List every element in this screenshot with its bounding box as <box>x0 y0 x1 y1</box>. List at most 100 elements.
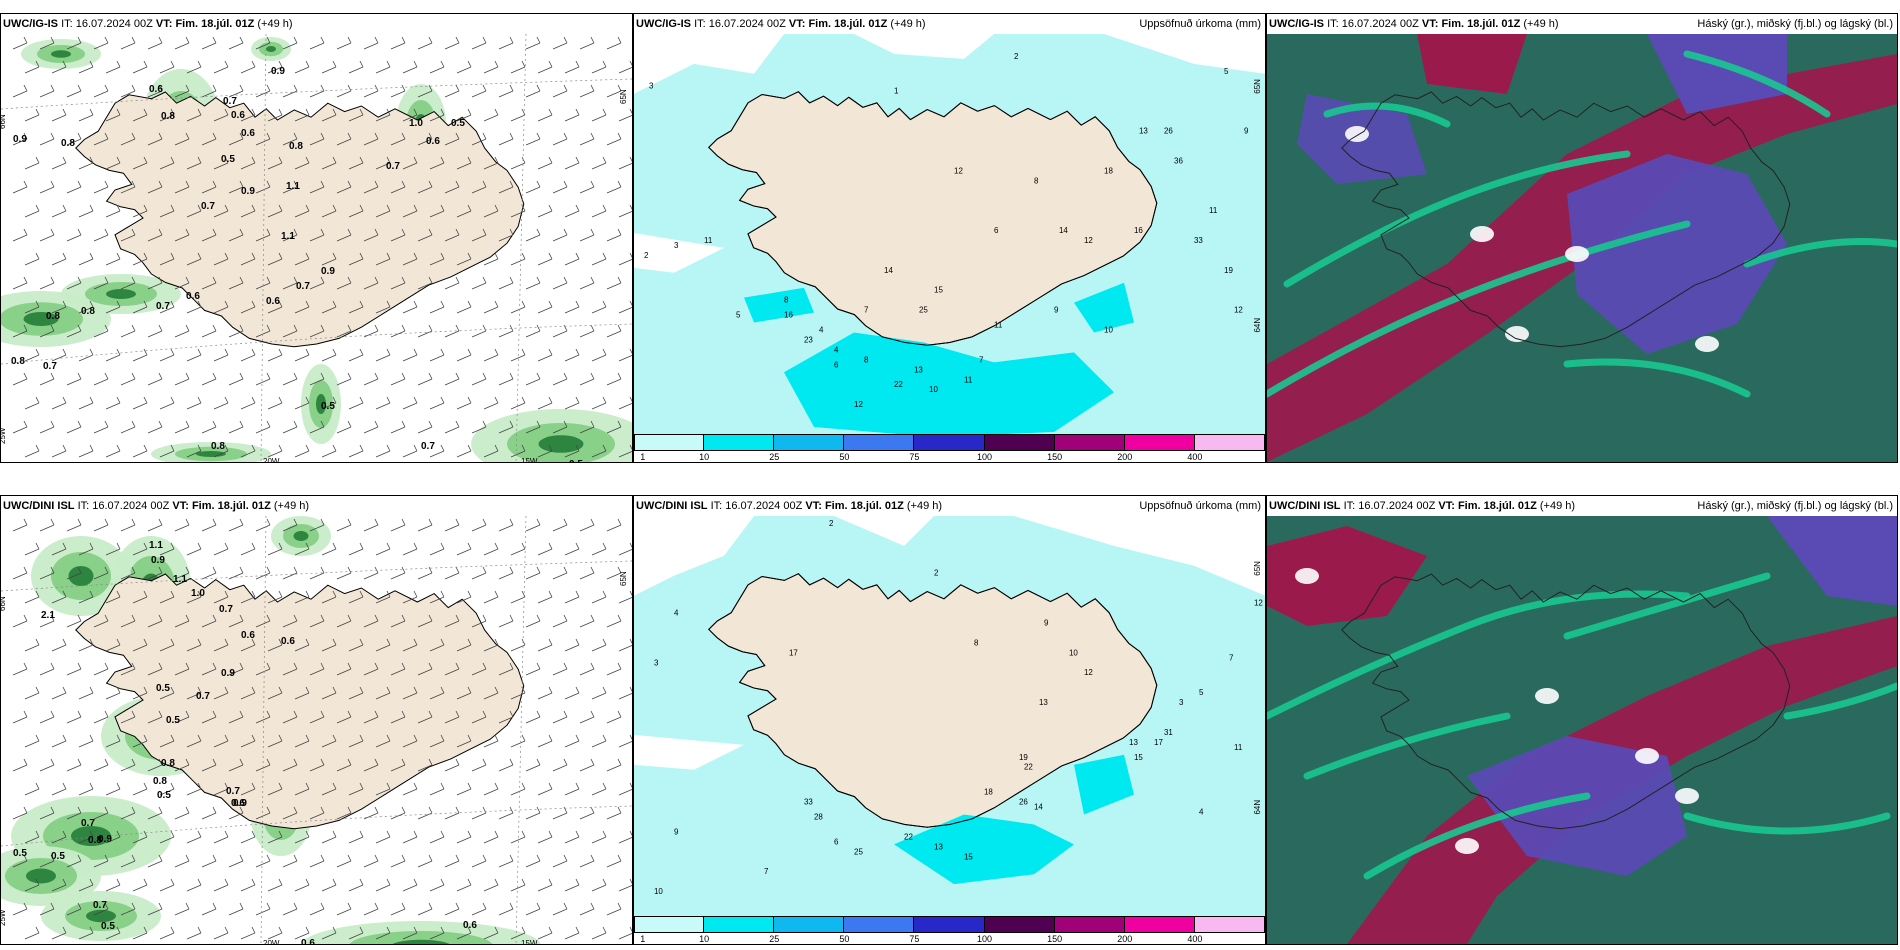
graticule-label: 15W <box>521 457 538 462</box>
accum-value: 17 <box>789 648 798 657</box>
colorbar-tick: 10 <box>699 934 710 944</box>
accum-value: 13 <box>1039 698 1048 707</box>
precip-value: 0.8 <box>46 311 60 322</box>
model-label: UWC/IG-IS <box>3 18 58 30</box>
accum-value: 7 <box>1229 653 1234 662</box>
it-label: IT: <box>710 500 723 512</box>
lead-time: (+49 h) <box>1539 500 1576 512</box>
accum-value: 3 <box>649 82 654 91</box>
vt-value: Fim. 18.júl. 01Z <box>1457 500 1537 512</box>
lead-time: (+49 h) <box>906 500 943 512</box>
model-label: UWC/DINI ISL <box>3 500 75 512</box>
vt-value: Fim. 18.júl. 01Z <box>824 500 904 512</box>
precip-value: 0.8 <box>161 758 175 769</box>
panel-header: UWC/DINI ISL IT: 16.07.2024 00Z VT: Fim.… <box>634 496 1265 516</box>
graticule-label: 25W <box>1 427 7 444</box>
accum-value: 33 <box>804 798 813 807</box>
precip-value: 0.9 <box>241 186 255 197</box>
colorbar-tick: 25 <box>769 934 780 944</box>
colorbar-swatch <box>1124 916 1195 933</box>
accum-value: 9 <box>1054 306 1059 315</box>
precip-value: 0.6 <box>241 128 255 139</box>
colorbar-tick: 150 <box>1047 452 1063 462</box>
colorbar-tick: 10 <box>699 452 710 462</box>
precip-value: 0.7 <box>81 818 95 829</box>
precip-value: 0.9 <box>151 555 165 566</box>
accum-value: 1 <box>894 87 899 96</box>
panel-right-title: Háský (gr.), miðský (fj.bl.) og lágský (… <box>1697 500 1893 512</box>
precip-value: 0.6 <box>231 798 245 809</box>
precip-value: 0.7 <box>156 301 170 312</box>
precip-value: 0.8 <box>161 111 175 122</box>
accum-value: 9 <box>674 827 679 836</box>
precip-value: 1.0 <box>409 118 423 129</box>
it-value: 16.07.2024 00Z <box>1341 18 1419 30</box>
colorbar-swatch <box>634 434 705 451</box>
precip-value: 0.6 <box>186 291 200 302</box>
precip-value: 1.1 <box>149 540 163 551</box>
precip-value: 0.8 <box>61 138 75 149</box>
map-area: 66N 65N 20W 15W 25W 0.9 0.6 0.9 0.8 0.7 0.6 0.8 0.8 0… <box>1 34 632 462</box>
iceland-outline <box>1341 91 1791 348</box>
accum-value: 4 <box>674 609 679 618</box>
panel-accum-dini: UWC/DINI ISL IT: 16.07.2024 00Z VT: Fim.… <box>633 495 1266 945</box>
precip-value: 0.5 <box>51 851 65 862</box>
colorbar-swatch <box>704 434 775 451</box>
cloud-layers <box>1267 516 1897 944</box>
precip-value: 0.6 <box>241 630 255 641</box>
vt-value: Fim. 18.júl. 01Z <box>175 18 255 30</box>
panel-precip-wind-dini: UWC/DINI ISL IT: 16.07.2024 00Z VT: Fim.… <box>0 495 633 945</box>
precip-value: 0.8 <box>153 776 167 787</box>
it-label: IT: <box>61 18 73 30</box>
accum-value: 16 <box>1134 226 1143 235</box>
precip-value: 0.6 <box>149 84 163 95</box>
map-area: 2 3 1 2 3 11 12 4 5 16 8 13 11 12 22 10 7 6 8 9 12 18 16 26 33 19… <box>634 34 1265 434</box>
accum-value: 2 <box>1014 52 1019 61</box>
panel-header: UWC/IG-IS IT: 16.07.2024 00Z VT: Fim. 18… <box>1267 14 1897 34</box>
vt-value: Fim. 18.júl. 01Z <box>191 500 271 512</box>
colorbar-tick: 150 <box>1047 934 1063 944</box>
map-area: 66N 65N 20W 15W 25W 1.1 0.9 1.1 1.0 0.7 0.6 0.6 0.9 0… <box>1 516 632 944</box>
accum-value: 13 <box>1139 127 1148 136</box>
model-label: UWC/IG-IS <box>1269 18 1324 30</box>
colorbar: 1 10 25 50 75 100 150 200 400 <box>634 916 1265 944</box>
lead-time: (+49 h) <box>273 500 310 512</box>
it-value: 16.07.2024 00Z <box>725 500 803 512</box>
graticule-label: 66N <box>1 114 7 129</box>
accum-value: 4 <box>834 345 839 354</box>
precip-value: 2.1 <box>41 610 55 621</box>
accum-value: 2 <box>829 519 834 528</box>
model-label: UWC/IG-IS <box>636 18 691 30</box>
colorbar-swatch <box>634 916 705 933</box>
precip-value: 0.6 <box>281 636 295 647</box>
colorbar-tick: 200 <box>1117 934 1133 944</box>
colorbar-swatch <box>844 916 915 933</box>
colorbar-swatch <box>914 434 985 451</box>
panel-accum-igis: UWC/IG-IS IT: 16.07.2024 00Z VT: Fim. 18… <box>633 13 1266 463</box>
vt-label: VT: <box>155 18 173 30</box>
colorbar-swatch <box>984 916 1055 933</box>
colorbar-swatch <box>914 916 985 933</box>
colorbar: 1 10 25 50 75 100 150 200 400 <box>634 434 1265 462</box>
accum-value: 6 <box>994 226 999 235</box>
accum-value: 11 <box>994 321 1003 330</box>
colorbar-frame <box>634 434 1265 451</box>
panel-clouds-igis: UWC/IG-IS IT: 16.07.2024 00Z VT: Fim. 18… <box>1266 13 1898 463</box>
panel-clouds-dini: UWC/DINI ISL IT: 16.07.2024 00Z VT: Fim.… <box>1266 495 1898 945</box>
accum-value: 3 <box>1179 698 1184 707</box>
panel-precip-wind-igis: UWC/IG-IS IT: 16.07.2024 00Z VT: Fim. 18… <box>0 13 633 463</box>
it-label: IT: <box>694 18 706 30</box>
accum-value: 8 <box>864 355 869 364</box>
precip-value: 0.6 <box>231 110 245 121</box>
accum-value: 9 <box>1044 618 1049 627</box>
cloud-layers <box>1267 34 1897 462</box>
lead-time: (+49 h) <box>257 18 293 30</box>
accum-value: 3 <box>654 658 659 667</box>
precip-value: 0.9 <box>221 668 235 679</box>
graticule-label: 65N <box>1253 79 1262 94</box>
accum-value: 6 <box>834 837 839 846</box>
colorbar-tick: 400 <box>1187 452 1203 462</box>
precip-value: 0.8 <box>289 141 303 152</box>
precip-value: 0.6 <box>301 938 315 944</box>
